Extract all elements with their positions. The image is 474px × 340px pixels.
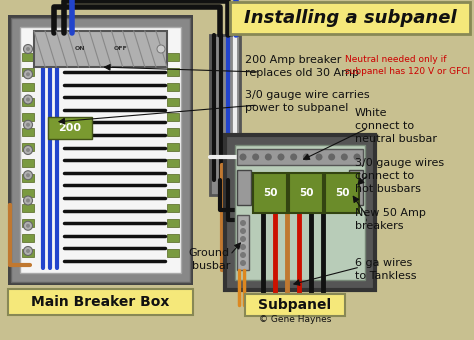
Bar: [237, 170, 251, 205]
Bar: [167, 143, 179, 151]
Bar: [8, 15, 193, 285]
Bar: [289, 173, 323, 213]
Text: 50: 50: [299, 188, 313, 198]
Bar: [167, 174, 179, 182]
Bar: [22, 189, 34, 197]
Circle shape: [26, 224, 30, 228]
Circle shape: [26, 249, 30, 253]
Circle shape: [26, 173, 30, 177]
Bar: [22, 98, 34, 106]
Circle shape: [240, 220, 246, 226]
Text: 50: 50: [335, 188, 349, 198]
Circle shape: [328, 153, 335, 160]
Bar: [22, 174, 34, 182]
Circle shape: [290, 153, 297, 160]
Bar: [167, 234, 179, 242]
Bar: [34, 31, 167, 67]
Circle shape: [24, 70, 33, 79]
Text: Ground
busbar: Ground busbar: [189, 248, 230, 271]
Circle shape: [240, 236, 246, 242]
Text: 200: 200: [58, 123, 82, 133]
Bar: [167, 219, 179, 227]
Circle shape: [24, 146, 33, 154]
Circle shape: [157, 45, 165, 53]
Bar: [22, 53, 34, 61]
Text: Main Breaker Box: Main Breaker Box: [31, 295, 170, 309]
Bar: [22, 83, 34, 91]
Circle shape: [316, 153, 322, 160]
Bar: [22, 143, 34, 151]
Circle shape: [26, 199, 30, 203]
Circle shape: [303, 153, 310, 160]
Bar: [167, 83, 179, 91]
Circle shape: [252, 153, 259, 160]
Circle shape: [239, 153, 246, 160]
Text: 50: 50: [263, 188, 277, 198]
Circle shape: [240, 252, 246, 258]
Circle shape: [24, 221, 33, 230]
Text: Subpanel: Subpanel: [258, 298, 331, 312]
Bar: [11, 18, 190, 282]
Bar: [230, 2, 470, 34]
Text: Neutral needed only if
subpanel has 120 V or GFCI: Neutral needed only if subpanel has 120 …: [345, 55, 470, 76]
Bar: [48, 117, 92, 139]
Bar: [8, 289, 193, 315]
Bar: [167, 68, 179, 76]
Circle shape: [26, 47, 30, 51]
Bar: [349, 170, 363, 205]
Circle shape: [354, 153, 361, 160]
Circle shape: [26, 98, 30, 102]
Bar: [22, 219, 34, 227]
Circle shape: [240, 228, 246, 234]
Bar: [22, 249, 34, 257]
Text: © Gene Haynes: © Gene Haynes: [259, 316, 331, 324]
Circle shape: [24, 95, 33, 104]
Text: New 50 Amp
breakers: New 50 Amp breakers: [355, 208, 426, 231]
Bar: [237, 149, 363, 165]
Bar: [20, 27, 181, 273]
Bar: [237, 215, 249, 270]
Bar: [167, 53, 179, 61]
Bar: [167, 158, 179, 167]
Bar: [167, 113, 179, 121]
Bar: [167, 189, 179, 197]
Circle shape: [26, 123, 30, 127]
Bar: [235, 145, 365, 280]
Text: White
connect to
neutral busbar: White connect to neutral busbar: [355, 108, 437, 144]
Bar: [22, 158, 34, 167]
Bar: [22, 204, 34, 212]
Bar: [167, 249, 179, 257]
Bar: [325, 173, 359, 213]
Bar: [167, 204, 179, 212]
Bar: [167, 98, 179, 106]
Bar: [22, 68, 34, 76]
Circle shape: [24, 120, 33, 129]
Text: ON: ON: [75, 47, 86, 51]
Bar: [22, 129, 34, 136]
Text: 3/0 gauge wires
connect to
hot busbars: 3/0 gauge wires connect to hot busbars: [355, 158, 444, 194]
Circle shape: [341, 153, 348, 160]
Circle shape: [240, 244, 246, 250]
Circle shape: [24, 45, 33, 53]
Text: 200 Amp breaker
replaces old 30 Amp: 200 Amp breaker replaces old 30 Amp: [245, 55, 359, 78]
Text: Installing a subpanel: Installing a subpanel: [244, 9, 456, 27]
Circle shape: [26, 72, 30, 76]
Bar: [225, 135, 375, 290]
Text: 6 ga wires
to Tankless: 6 ga wires to Tankless: [355, 258, 417, 281]
Text: OFF: OFF: [114, 47, 128, 51]
Circle shape: [24, 171, 33, 180]
Circle shape: [265, 153, 272, 160]
Bar: [253, 173, 287, 213]
Circle shape: [26, 148, 30, 152]
Text: 3/0 gauge wire carries
power to subpanel: 3/0 gauge wire carries power to subpanel: [245, 90, 370, 113]
Bar: [22, 234, 34, 242]
Circle shape: [24, 196, 33, 205]
Circle shape: [240, 260, 246, 266]
Bar: [245, 294, 345, 316]
Circle shape: [24, 246, 33, 255]
Circle shape: [277, 153, 284, 160]
Bar: [210, 35, 240, 195]
Bar: [22, 113, 34, 121]
Bar: [167, 129, 179, 136]
